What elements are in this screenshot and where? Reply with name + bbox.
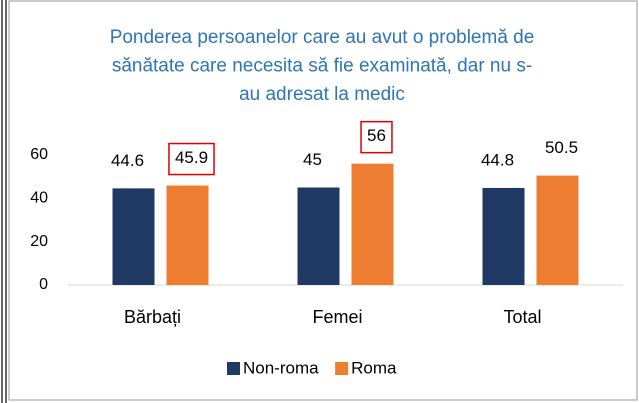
highlight-box — [360, 120, 393, 154]
x-tick-label: Total — [503, 307, 541, 327]
legend-label: Roma — [351, 358, 397, 377]
chart-title: Ponderea persoanelor care au avut o prob… — [110, 27, 535, 105]
data-label: 45.9 — [175, 148, 208, 167]
bar — [112, 188, 155, 285]
data-label: 56 — [367, 126, 386, 145]
y-tick-label: 20 — [30, 233, 48, 250]
bar — [482, 187, 525, 285]
chart-border — [8, 0, 638, 401]
title-line: sănătate care necesita să fie examinată,… — [112, 56, 532, 77]
data-label: 44.8 — [481, 150, 514, 169]
legend-swatch — [227, 362, 240, 375]
data-label: 50.5 — [545, 138, 578, 157]
bar — [536, 175, 579, 285]
bar — [351, 163, 394, 285]
x-tick-label: Femei — [312, 307, 362, 327]
bar — [297, 187, 340, 285]
y-tick-label: 40 — [30, 190, 48, 207]
title-line: Ponderea persoanelor care au avut o prob… — [110, 27, 535, 48]
legend-swatch — [335, 362, 349, 375]
y-tick-label: 60 — [30, 146, 48, 163]
y-tick-label: 0 — [39, 276, 48, 293]
data-label: 44.6 — [111, 151, 144, 170]
highlight-box — [168, 142, 215, 176]
data-label: 45 — [303, 150, 322, 169]
x-tick-label: Bărbați — [124, 307, 181, 327]
title-line: au adresat la medic — [239, 84, 405, 105]
bar — [166, 185, 209, 285]
legend-label: Non-roma — [243, 358, 319, 377]
